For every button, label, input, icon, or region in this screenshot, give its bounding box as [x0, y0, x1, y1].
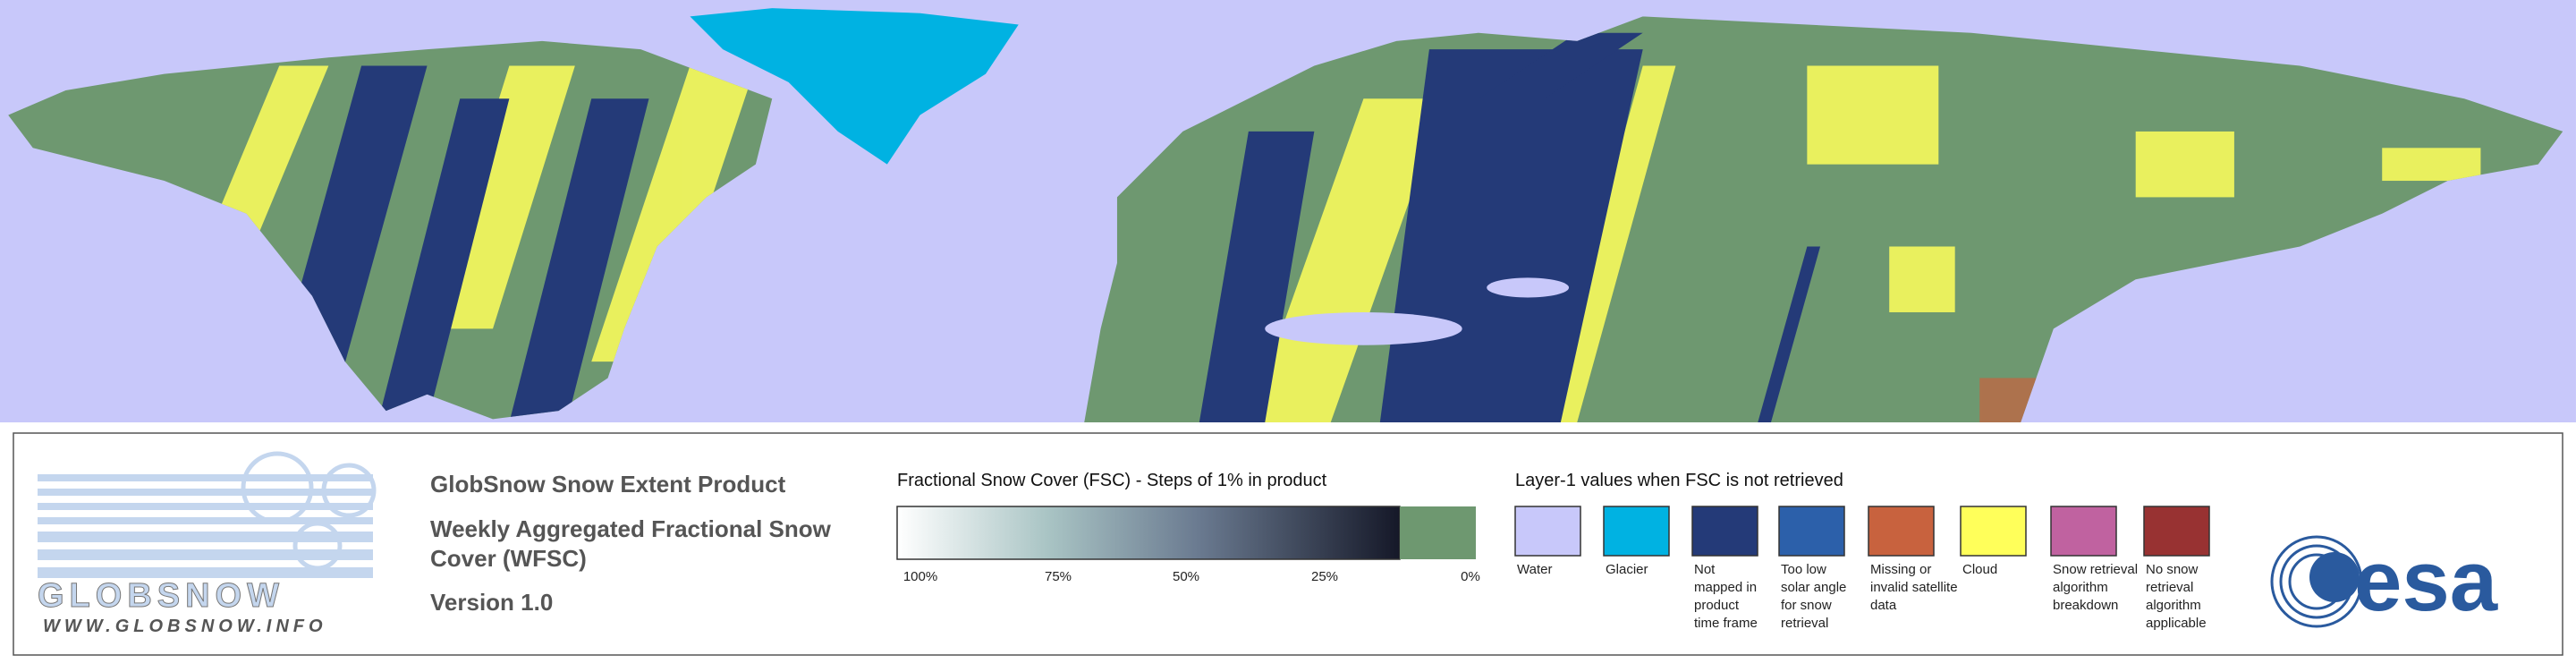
black-sea [1487, 277, 1570, 298]
legend-swatch [1778, 506, 1845, 557]
fsc-tick-label: 50% [1173, 569, 1199, 584]
legend-swatch [1514, 506, 1581, 557]
fsc-tick-label: 0% [1461, 569, 1480, 584]
legend-label: breakdown [2053, 598, 2118, 613]
legend-label: Glacier [1606, 562, 1648, 577]
legend-label: applicable [2146, 616, 2207, 631]
legend-label: product [1694, 598, 1740, 613]
legend-label: Snow retrieval [2053, 562, 2138, 577]
legend-label: retrieval [1781, 616, 1828, 631]
layer1-items: Water Glacier Not mapped in product time fram… [1514, 506, 2210, 631]
legend-swatch [1868, 506, 1935, 557]
esa-logo: esa [2270, 533, 2498, 629]
legend-swatch [1603, 506, 1670, 557]
legend-label: time frame [1694, 616, 1758, 631]
legend-label: Cloud [1962, 562, 1997, 577]
fsc-tick-label: 25% [1311, 569, 1338, 584]
legend-label: solar angle [1781, 580, 1846, 595]
legend-label: Missing or [1870, 562, 1931, 577]
product-title: GlobSnow Snow Extent Product [430, 471, 786, 498]
product-subtitle: Weekly Aggregated Fractional Snow [430, 515, 832, 542]
globsnow-logo: GLOBSNOW WWW.GLOBSNOW.INFO [38, 451, 377, 636]
legend-label: mapped in [1694, 580, 1757, 595]
mediterranean [1265, 311, 1462, 345]
legend-label: invalid satellite [1870, 580, 1958, 595]
esa-wordmark: esa [2354, 533, 2498, 629]
legend-swatch [2050, 506, 2117, 557]
fsc-no-snow [1400, 506, 1476, 559]
legend-label: Too low [1781, 562, 1826, 577]
logo-url: WWW.GLOBSNOW.INFO [43, 617, 327, 636]
legend-label: Water [1517, 562, 1552, 577]
fsc-tick-label: 75% [1045, 569, 1072, 584]
fsc-ticks: 100% 75% 50% 25% 0% [903, 569, 1480, 584]
layer1-title: Layer-1 values when FSC is not retrieved [1515, 471, 1843, 490]
legend-label: algorithm [2053, 580, 2108, 595]
logo-wordmark: GLOBSNOW [38, 577, 284, 615]
legend-label: No snow [2146, 562, 2199, 577]
legend-label: algorithm [2146, 598, 2201, 613]
legend-label: data [1870, 598, 1897, 613]
fsc-tick-label: 100% [903, 569, 937, 584]
map [0, 0, 2576, 423]
legend-swatch [1960, 506, 2027, 557]
legend-label: retrieval [2146, 580, 2193, 595]
product-version: Version 1.0 [430, 589, 553, 616]
legend-swatch [1691, 506, 1758, 557]
product-subtitle: Cover (WFSC) [430, 545, 587, 572]
fsc-colorbar [896, 506, 1401, 560]
fsc-title: Fractional Snow Cover (FSC) - Steps of 1… [897, 471, 1327, 490]
greenland [690, 8, 1019, 165]
legend-swatch [2143, 506, 2210, 557]
legend-label: Not [1694, 562, 1716, 577]
legend-label: for snow [1781, 598, 1832, 613]
